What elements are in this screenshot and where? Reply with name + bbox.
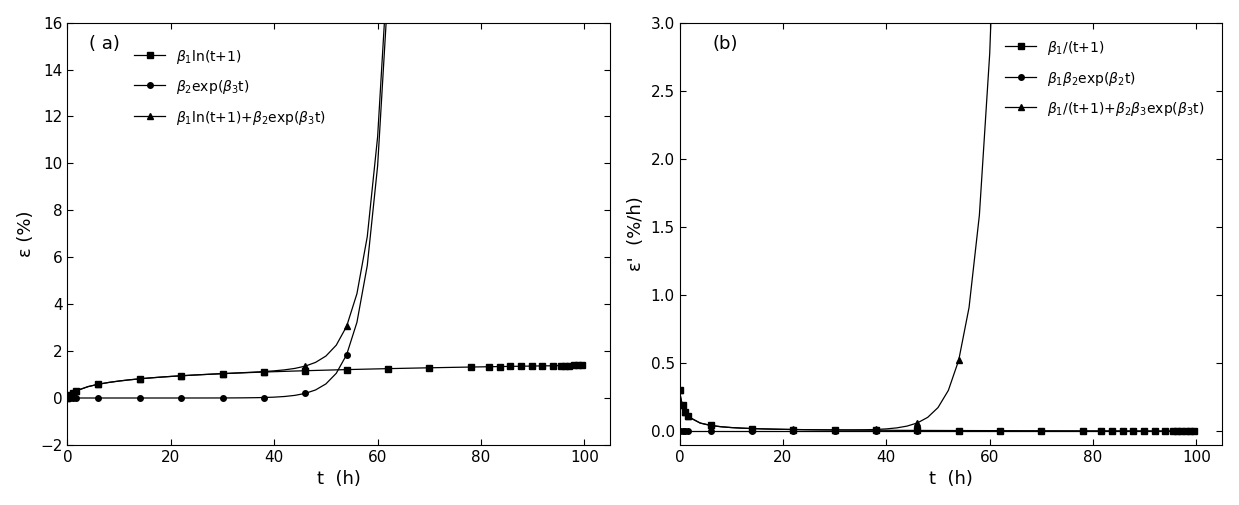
Line: $\beta_1$/(t+1)+$\beta_2$$\beta_3$exp($\beta_3$t): $\beta_1$/(t+1)+$\beta_2$$\beta_3$exp($\… — [676, 0, 1199, 433]
Y-axis label: ε'  (%/h): ε' (%/h) — [627, 196, 644, 271]
$\beta_1$/(t+1)+$\beta_2$$\beta_3$exp($\beta_3$t) — [838, 427, 852, 433]
Line: $\beta_1$$\beta_2$exp($\beta_2$t): $\beta_1$$\beta_2$exp($\beta_2$t) — [676, 429, 1199, 434]
$\beta_1$ln(t+1) — [533, 363, 548, 369]
$\beta_1$ln(t+1) — [554, 363, 569, 369]
Text: ( a): ( a) — [89, 35, 120, 54]
$\beta_1$$\beta_2$exp($\beta_2$t) — [672, 428, 686, 434]
$\beta_1$/(t+1) — [1176, 428, 1191, 434]
$\beta_1$ln(t+1) — [564, 363, 579, 369]
$\beta_1$ln(t+1) — [577, 362, 592, 368]
$\beta_1$ln(t+1) — [256, 369, 271, 375]
$\beta_2$exp($\beta_3$t) — [59, 395, 74, 401]
$\beta_1$$\beta_2$exp($\beta_2$t) — [1145, 428, 1160, 434]
$\beta_1$/(t+1)+$\beta_2$$\beta_3$exp($\beta_3$t) — [672, 387, 686, 393]
X-axis label: t  (h): t (h) — [317, 470, 361, 488]
Line: $\beta_1$/(t+1): $\beta_1$/(t+1) — [676, 387, 1199, 434]
$\beta_1$ln(t+1)+$\beta_2$exp($\beta_3$t) — [59, 395, 74, 401]
$\beta_1$$\beta_2$exp($\beta_2$t) — [1182, 428, 1197, 434]
Legend: $\beta_1$/(t+1), $\beta_1$$\beta_2$exp($\beta_2$t), $\beta_1$/(t+1)+$\beta_2$$\b: $\beta_1$/(t+1), $\beta_1$$\beta_2$exp($… — [1000, 34, 1211, 124]
$\beta_1$/(t+1) — [1189, 428, 1204, 434]
$\beta_1$/(t+1) — [869, 427, 883, 433]
$\beta_1$$\beta_2$exp($\beta_2$t) — [1176, 428, 1191, 434]
$\beta_1$ln(t+1) — [570, 363, 585, 369]
Y-axis label: ε (%): ε (%) — [16, 211, 35, 257]
$\beta_1$ln(t+1)+$\beta_2$exp($\beta_3$t) — [256, 369, 271, 375]
$\beta_1$/(t+1) — [672, 387, 686, 393]
X-axis label: t  (h): t (h) — [929, 470, 973, 488]
$\beta_1$/(t+1)+$\beta_2$$\beta_3$exp($\beta_3$t) — [878, 426, 893, 432]
Line: $\beta_1$ln(t+1)+$\beta_2$exp($\beta_3$t): $\beta_1$ln(t+1)+$\beta_2$exp($\beta_3$t… — [64, 0, 587, 401]
Text: (b): (b) — [712, 35, 737, 54]
$\beta_1$/(t+1) — [1145, 428, 1160, 434]
$\beta_1$ln(t+1) — [59, 395, 74, 401]
$\beta_1$/(t+1) — [1166, 428, 1181, 434]
$\beta_1$/(t+1) — [1182, 428, 1197, 434]
$\beta_2$exp($\beta_3$t) — [256, 394, 271, 400]
Line: $\beta_1$ln(t+1): $\beta_1$ln(t+1) — [64, 363, 587, 401]
$\beta_1$$\beta_2$exp($\beta_2$t) — [1158, 428, 1173, 434]
$\beta_1$/(t+1) — [1158, 428, 1173, 434]
$\beta_1$ln(t+1) — [545, 363, 560, 369]
$\beta_1$$\beta_2$exp($\beta_2$t) — [1166, 428, 1181, 434]
Legend: $\beta_1$ln(t+1), $\beta_2$exp($\beta_3$t), $\beta_1$ln(t+1)+$\beta_2$exp($\beta: $\beta_1$ln(t+1), $\beta_2$exp($\beta_3$… — [129, 42, 331, 132]
$\beta_1$$\beta_2$exp($\beta_2$t) — [1189, 428, 1204, 434]
Line: $\beta_2$exp($\beta_3$t): $\beta_2$exp($\beta_3$t) — [64, 0, 587, 401]
$\beta_1$$\beta_2$exp($\beta_2$t) — [869, 428, 883, 434]
